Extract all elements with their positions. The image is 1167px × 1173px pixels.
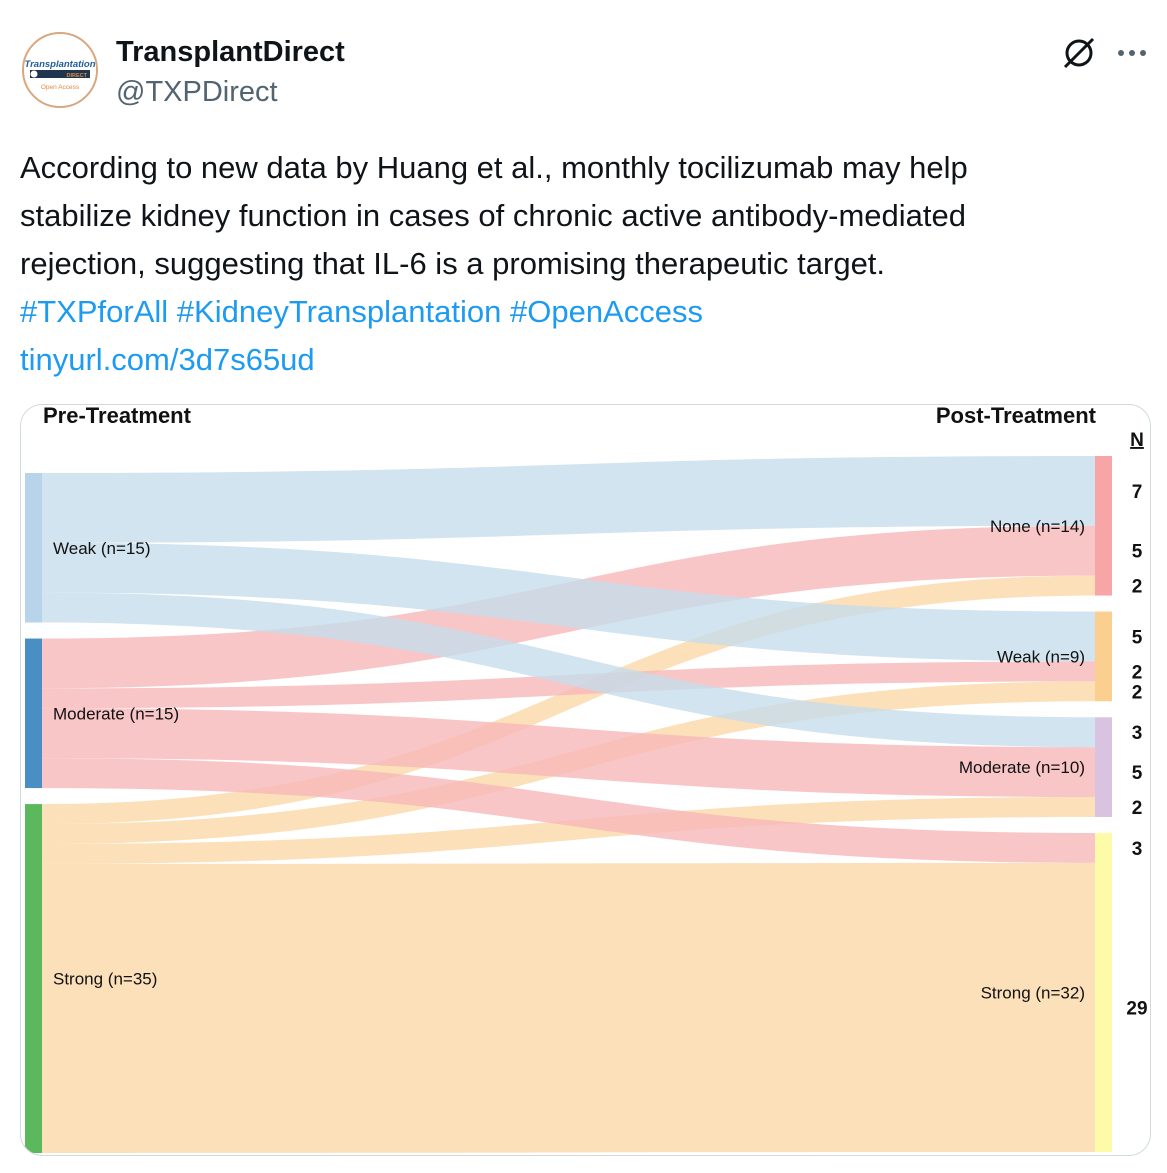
- sankey-flow-weak-to-none: [42, 456, 1095, 543]
- right-node-label: None (n=14): [990, 517, 1085, 536]
- n-value-label: 3: [1132, 839, 1143, 860]
- tweet-line: stabilize kidney function in cases of ch…: [20, 198, 967, 233]
- grok-icon[interactable]: [1060, 34, 1098, 72]
- sankey-flow-moderate-to-weak: [42, 661, 1095, 709]
- sankey-flow-moderate-to-strong: [42, 758, 1095, 863]
- sankey-flow-strong-to-strong: [42, 862, 1095, 1153]
- left-node-label: Strong (n=35): [53, 970, 157, 989]
- left-node-moderate: [25, 638, 42, 789]
- tweet-url-link[interactable]: tinyurl.com/3d7s65ud: [20, 342, 315, 377]
- hashtag-line: #TXPforAll #KidneyTransplantation #OpenA…: [20, 288, 1150, 336]
- avatar-open-access: Open Access: [41, 84, 80, 91]
- right-node-weak: [1095, 611, 1112, 702]
- n-value-label: 7: [1132, 482, 1143, 503]
- avatar-logo-subtext: DIRECT: [67, 73, 88, 79]
- left-node-label: Moderate (n=15): [53, 704, 179, 723]
- n-value-label: 2: [1132, 682, 1143, 703]
- more-horizontal-icon[interactable]: [1112, 34, 1152, 72]
- tweet-line: rejection, suggesting that IL-6 is a pro…: [20, 246, 886, 281]
- n-value-label: 2: [1132, 577, 1143, 598]
- hashtag-link[interactable]: #KidneyTransplantation: [176, 294, 502, 329]
- pre-treatment-title: Pre-Treatment: [43, 405, 192, 428]
- user-handle[interactable]: @TXPDirect: [116, 76, 278, 108]
- hashtag-link[interactable]: #TXPforAll: [20, 294, 169, 329]
- hashtag-link[interactable]: #OpenAccess: [509, 294, 703, 329]
- right-node-moderate: [1095, 717, 1112, 817]
- avatar-logo-text: Transplantation: [24, 59, 95, 70]
- n-value-label: 2: [1132, 662, 1143, 683]
- post-treatment-title: Post-Treatment: [936, 405, 1097, 428]
- n-value-label: 5: [1132, 763, 1143, 784]
- sankey-flow-weak-to-moderate: [42, 592, 1095, 748]
- journal-logo-icon: Transplantation DIRECT Open Access: [24, 34, 96, 106]
- sankey-flows: [42, 456, 1095, 1153]
- display-name[interactable]: TransplantDirect: [116, 36, 345, 68]
- n-value-label: 29: [1126, 998, 1147, 1019]
- n-value-label: 2: [1132, 798, 1143, 819]
- n-value-label: 3: [1132, 723, 1143, 744]
- n-column-header: N: [1130, 430, 1144, 451]
- right-node-label: Moderate (n=10): [959, 758, 1085, 777]
- right-node-strong: [1095, 832, 1112, 1152]
- left-node-label: Weak (n=15): [53, 539, 150, 558]
- sankey-flow-strong-to-moderate: [42, 797, 1095, 864]
- tweet-image[interactable]: Weak (n=15) Moderate (n=15) Strong (n=35) N…: [20, 404, 1151, 1156]
- left-node-strong: [25, 804, 42, 1153]
- n-value-label: 5: [1132, 542, 1143, 563]
- avatar[interactable]: Transplantation DIRECT Open Access: [22, 32, 98, 108]
- tweet-line: According to new data by Huang et al., m…: [20, 150, 968, 185]
- n-value-label: 5: [1132, 627, 1143, 648]
- tweet-text: According to new data by Huang et al., m…: [20, 144, 1150, 384]
- right-node-none: [1095, 456, 1112, 596]
- url-line: tinyurl.com/3d7s65ud: [20, 336, 1150, 384]
- left-node-weak: [25, 473, 42, 623]
- sankey-flow-strong-to-none: [42, 575, 1095, 825]
- sankey-chart: Weak (n=15) Moderate (n=15) Strong (n=35) N…: [25, 405, 1148, 1153]
- sankey-flow-moderate-to-moderate: [42, 708, 1095, 798]
- sankey-flow-weak-to-weak: [42, 542, 1095, 662]
- right-node-label: Strong (n=32): [981, 983, 1085, 1002]
- right-node-label: Weak (n=9): [997, 647, 1085, 666]
